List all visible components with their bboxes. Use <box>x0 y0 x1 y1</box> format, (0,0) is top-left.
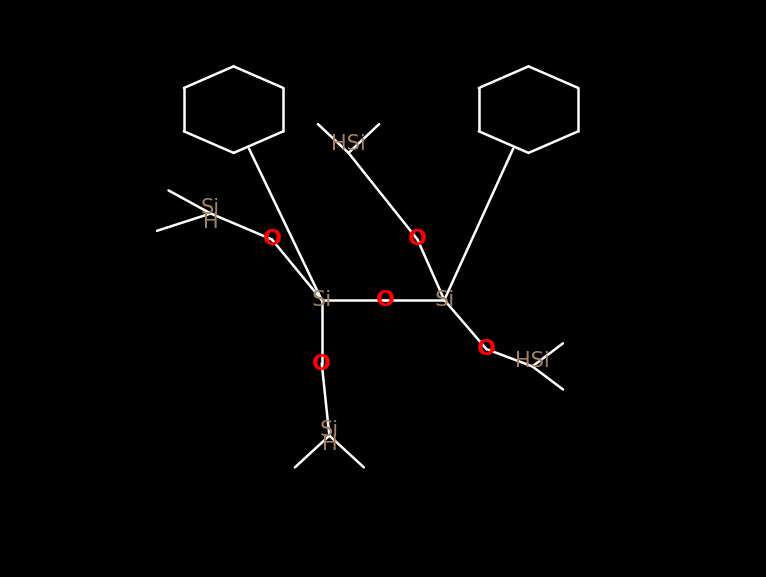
Text: O: O <box>376 290 394 310</box>
Text: HSi: HSi <box>515 351 550 370</box>
Text: H: H <box>322 434 337 454</box>
Text: Si: Si <box>312 290 332 310</box>
Text: Si: Si <box>434 290 454 310</box>
Text: Si: Si <box>201 198 220 218</box>
Text: HSi: HSi <box>331 134 366 154</box>
Text: O: O <box>408 230 427 249</box>
Text: Si: Si <box>320 420 339 440</box>
Text: O: O <box>263 230 281 249</box>
Text: O: O <box>313 354 331 373</box>
Text: H: H <box>203 212 218 232</box>
Text: O: O <box>477 339 496 359</box>
